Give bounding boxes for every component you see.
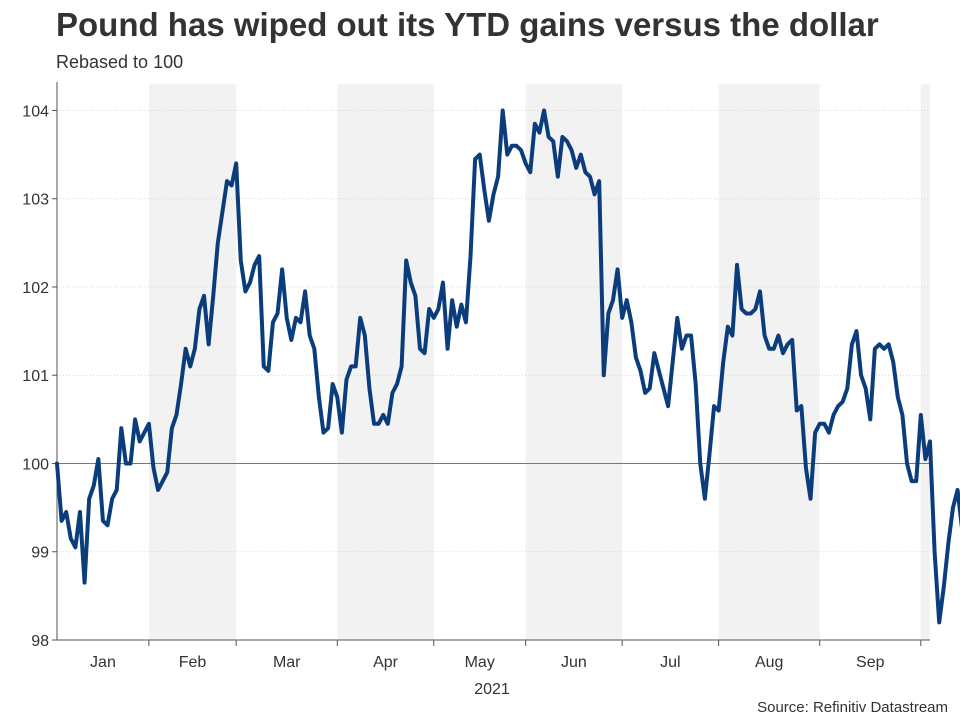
shaded-month-bands (148, 84, 930, 640)
x-tick-label-mar: Mar (273, 654, 301, 671)
x-tick-label-jan: Jan (90, 654, 116, 671)
y-tick-label-102: 102 (22, 280, 49, 297)
band-apr (337, 84, 434, 640)
y-tick-label-99: 99 (31, 545, 49, 562)
x-tick-label-jul: Jul (660, 654, 680, 671)
chart-title: Pound has wiped out its YTD gains versus… (56, 6, 879, 43)
chart-subtitle: Rebased to 100 (56, 52, 184, 72)
series-line-0 (55, 108, 960, 625)
band-aug (718, 84, 820, 640)
y-tick-labels: 98 99 100 101 102 103 104 (22, 103, 49, 650)
y-tick-label-104: 104 (22, 103, 49, 120)
x-tick-labels: Jan Feb Mar Apr May Jun Jul Aug Sep (90, 654, 885, 671)
source-note: Source: Refinitiv Datastream (757, 699, 948, 716)
x-tick-label-jun: Jun (561, 654, 587, 671)
y-tick-label-101: 101 (22, 368, 49, 385)
x-tick-label-aug: Aug (755, 654, 783, 671)
x-tick-label-feb: Feb (179, 654, 207, 671)
x-axis-year-label: 2021 (474, 681, 510, 698)
x-tick-label-sep: Sep (856, 654, 885, 671)
x-tick-label-apr: Apr (373, 654, 399, 671)
y-tick-label-100: 100 (22, 456, 49, 473)
series-layer (55, 108, 960, 625)
band-jun (525, 84, 623, 640)
y-tick-label-103: 103 (22, 192, 49, 209)
x-tick-label-may: May (465, 654, 495, 671)
band-oct (920, 84, 930, 640)
axes (52, 82, 930, 646)
y-tick-label-98: 98 (31, 633, 49, 650)
